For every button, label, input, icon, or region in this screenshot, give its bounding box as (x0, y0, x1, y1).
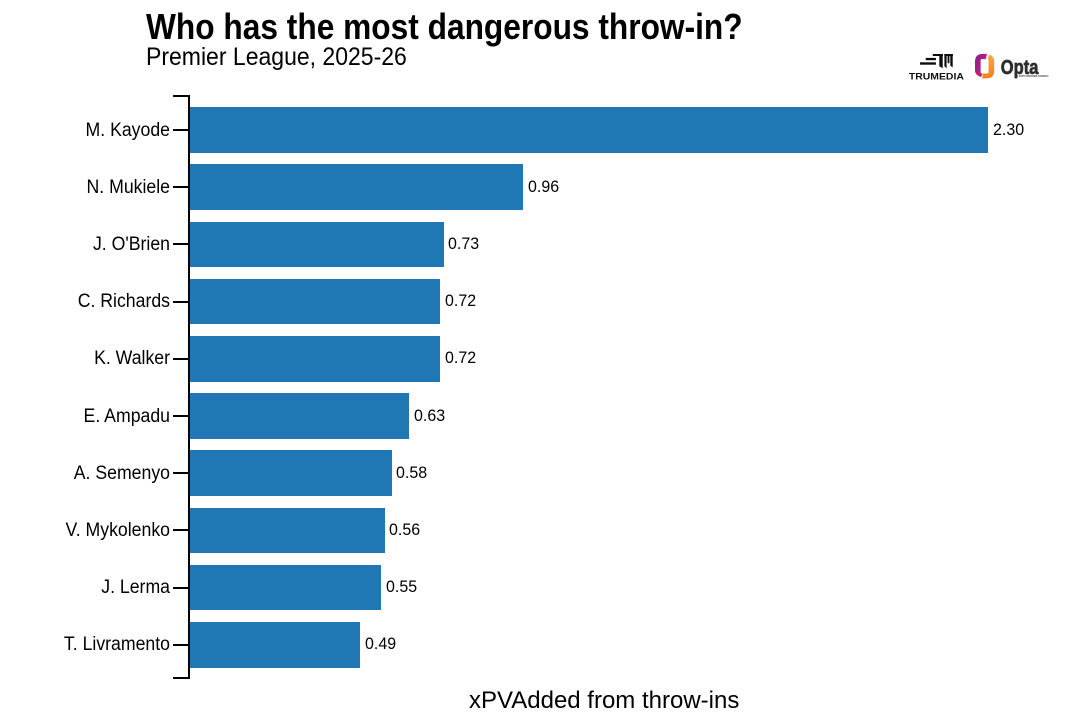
svg-text:TRUMEDIA: TRUMEDIA (909, 71, 964, 81)
svg-text:Opta: Opta (1001, 57, 1039, 79)
svg-text:A STATS PERFORM COMPANY: A STATS PERFORM COMPANY (1017, 74, 1050, 78)
